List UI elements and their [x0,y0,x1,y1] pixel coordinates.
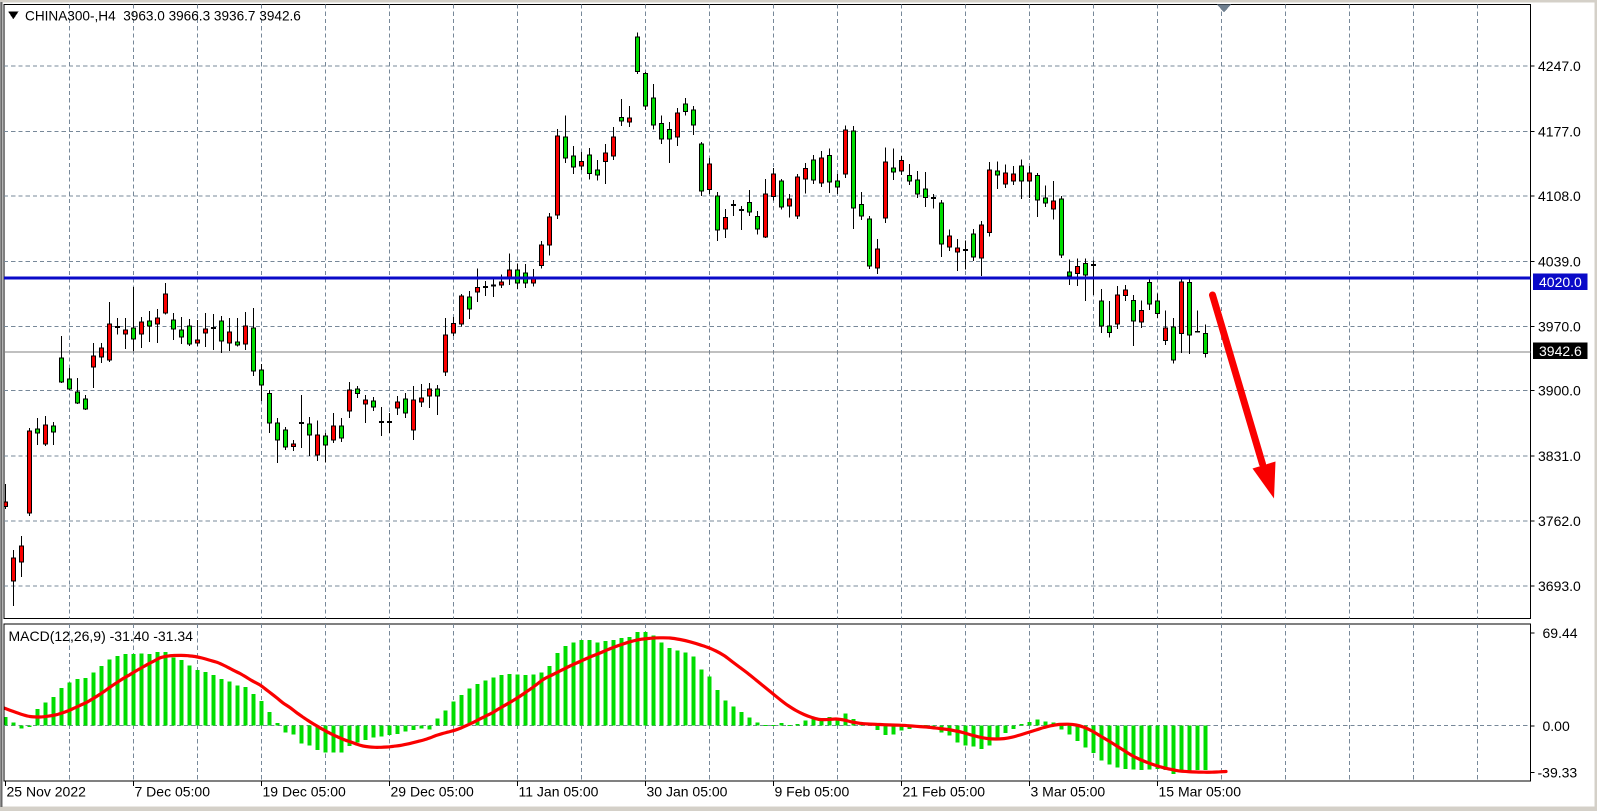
svg-text:3942.6: 3942.6 [1539,343,1582,359]
svg-text:19 Dec 05:00: 19 Dec 05:00 [263,784,346,800]
svg-text:29 Dec 05:00: 29 Dec 05:00 [391,784,474,800]
svg-text:0.00: 0.00 [1543,718,1570,734]
svg-text:11 Jan 05:00: 11 Jan 05:00 [519,784,599,800]
svg-text:3831.0: 3831.0 [1538,448,1581,464]
svg-text:21 Feb 05:00: 21 Feb 05:00 [903,784,986,800]
svg-text:4247.0: 4247.0 [1538,58,1581,74]
svg-text:69.44: 69.44 [1543,625,1578,641]
svg-text:MACD(12,26,9) -31.40 -31.34: MACD(12,26,9) -31.40 -31.34 [9,628,194,644]
svg-text:9 Feb 05:00: 9 Feb 05:00 [775,784,850,800]
svg-text:4039.0: 4039.0 [1538,254,1581,270]
svg-text:3762.0: 3762.0 [1538,513,1581,529]
svg-text:3693.0: 3693.0 [1538,578,1581,594]
svg-text:4020.0: 4020.0 [1539,274,1582,290]
svg-text:4177.0: 4177.0 [1538,124,1581,140]
svg-text:-39.33: -39.33 [1538,765,1578,781]
svg-text:30 Jan 05:00: 30 Jan 05:00 [647,784,728,800]
svg-text:3970.0: 3970.0 [1538,319,1581,335]
svg-text:25 Nov 2022: 25 Nov 2022 [7,784,87,800]
svg-text:CHINA300-,H4 3963.0 3966.3 39: CHINA300-,H4 3963.0 3966.3 3936.7 3942.6 [25,9,301,24]
svg-text:3 Mar 05:00: 3 Mar 05:00 [1031,784,1106,800]
svg-text:7 Dec 05:00: 7 Dec 05:00 [135,784,211,800]
svg-text:4108.0: 4108.0 [1538,188,1581,204]
svg-text:15 Mar 05:00: 15 Mar 05:00 [1159,784,1242,800]
svg-text:3900.0: 3900.0 [1538,383,1581,399]
